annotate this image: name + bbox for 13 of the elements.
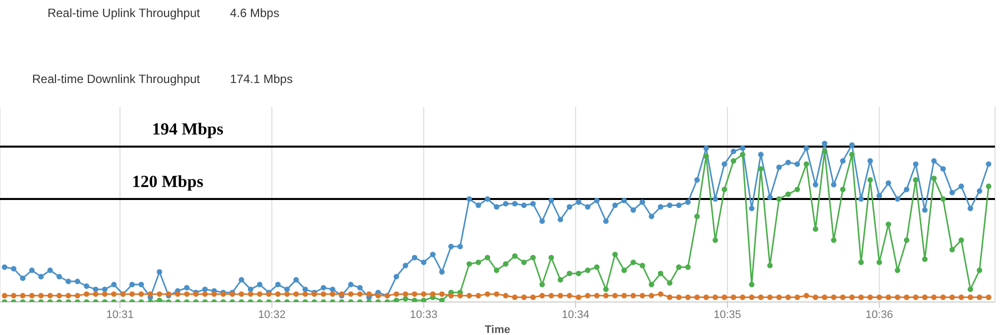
x-tick-label: 10:34 (562, 308, 590, 321)
text: 4.6 Mbps (230, 6, 280, 22)
x-tick-label: 10:36 (866, 308, 894, 321)
text: Real-time Downlink Throughput (31, 72, 201, 88)
x-tick-label: 10:33 (410, 308, 438, 321)
x-axis-title: Time (484, 324, 510, 335)
text: 174.1 Mbps (230, 72, 294, 88)
x-tick-label: 10:32 (258, 308, 286, 321)
ref-line-label: 194 Mbps (152, 120, 224, 139)
ref-line-label: 120 Mbps (132, 172, 204, 191)
x-tick-label: 10:35 (714, 308, 742, 321)
text: Real-time Uplink Throughput (46, 6, 201, 22)
x-tick-label: 10:31 (106, 308, 134, 321)
